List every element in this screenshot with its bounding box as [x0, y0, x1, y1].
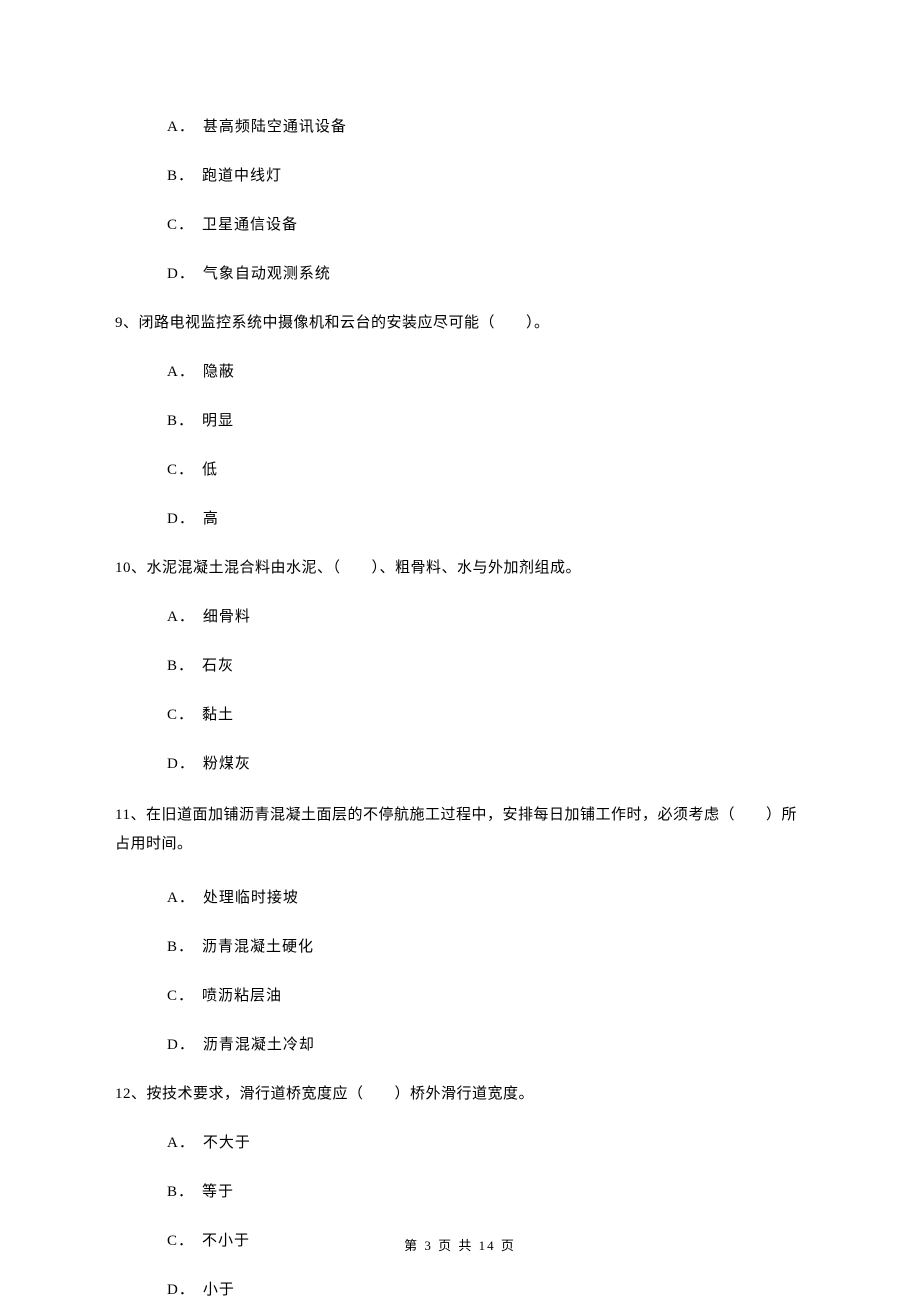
option-letter: B． [167, 413, 194, 429]
option-text: 气象自动观测系统 [203, 266, 331, 282]
q10-option-d: D． 粉煤灰 [167, 752, 805, 773]
option-text: 细骨料 [203, 609, 251, 625]
option-text: 跑道中线灯 [202, 168, 282, 184]
q8-option-b: B． 跑道中线灯 [167, 164, 805, 185]
option-text: 低 [202, 462, 218, 478]
option-letter: C． [167, 217, 194, 233]
q12-stem: 12、按技术要求，滑行道桥宽度应（ ）桥外滑行道宽度。 [115, 1082, 805, 1103]
option-letter: B． [167, 1184, 194, 1200]
option-text: 隐蔽 [203, 364, 235, 380]
option-letter: B． [167, 658, 194, 674]
q9-stem: 9、闭路电视监控系统中摄像机和云台的安装应尽可能（ ）。 [115, 311, 805, 332]
option-letter: B． [167, 168, 194, 184]
option-letter: A． [167, 890, 195, 906]
q9-option-a: A． 隐蔽 [167, 360, 805, 381]
option-letter: C． [167, 988, 194, 1004]
option-letter: B． [167, 939, 194, 955]
q8-option-d: D． 气象自动观测系统 [167, 262, 805, 283]
q9-option-b: B． 明显 [167, 409, 805, 430]
option-text: 沥青混凝土冷却 [203, 1037, 315, 1053]
option-text: 喷沥粘层油 [202, 988, 282, 1004]
q11-option-a: A． 处理临时接坡 [167, 886, 805, 907]
option-text: 明显 [202, 413, 234, 429]
option-letter: C． [167, 707, 194, 723]
q10-option-b: B． 石灰 [167, 654, 805, 675]
q12-option-a: A． 不大于 [167, 1131, 805, 1152]
page-footer: 第 3 页 共 14 页 [0, 1235, 920, 1254]
option-text: 等于 [202, 1184, 234, 1200]
q9-option-c: C． 低 [167, 458, 805, 479]
option-text: 不大于 [203, 1135, 251, 1151]
q12-option-d: D． 小于 [167, 1278, 805, 1299]
option-letter: D． [167, 1282, 195, 1298]
option-text: 粉煤灰 [203, 756, 251, 772]
option-text: 高 [203, 511, 219, 527]
option-text: 石灰 [202, 658, 234, 674]
option-letter: D． [167, 266, 195, 282]
option-text: 黏土 [202, 707, 234, 723]
q12-option-b: B． 等于 [167, 1180, 805, 1201]
option-text: 处理临时接坡 [203, 890, 299, 906]
option-letter: A． [167, 1135, 195, 1151]
q11-stem: 11、在旧道面加铺沥青混凝土面层的不停航施工过程中，安排每日加铺工作时，必须考虑… [115, 801, 805, 858]
q9-option-d: D． 高 [167, 507, 805, 528]
option-letter: D． [167, 756, 195, 772]
document-content: A．甚高频陆空通讯设备 B．跑道中线灯 C．卫星通信设备 D．气象自动观测系统 … [0, 0, 920, 1299]
q10-option-a: A． 细骨料 [167, 605, 805, 626]
option-text: 沥青混凝土硬化 [202, 939, 314, 955]
q8-option-c: C． 卫星通信设备 [167, 213, 805, 234]
option-text: 卫星通信设备 [202, 217, 298, 233]
option-text: 小于 [203, 1282, 235, 1298]
option-letter: D． [167, 1037, 195, 1053]
option-letter: D． [167, 511, 195, 527]
option-letter: A． [167, 119, 195, 135]
q11-option-c: C． 喷沥粘层油 [167, 984, 805, 1005]
q11-option-d: D． 沥青混凝土冷却 [167, 1033, 805, 1054]
q11-option-b: B． 沥青混凝土硬化 [167, 935, 805, 956]
q8-option-a: A． 甚高频陆空通讯设备 [167, 115, 805, 136]
option-letter: A． [167, 609, 195, 625]
q10-stem: 10、水泥混凝土混合料由水泥、（ ）、粗骨料、水与外加剂组成。 [115, 556, 805, 577]
option-letter: A． [167, 364, 195, 380]
q10-option-c: C． 黏土 [167, 703, 805, 724]
option-text: 甚高频陆空通讯设备 [203, 119, 347, 135]
option-letter: C． [167, 462, 194, 478]
